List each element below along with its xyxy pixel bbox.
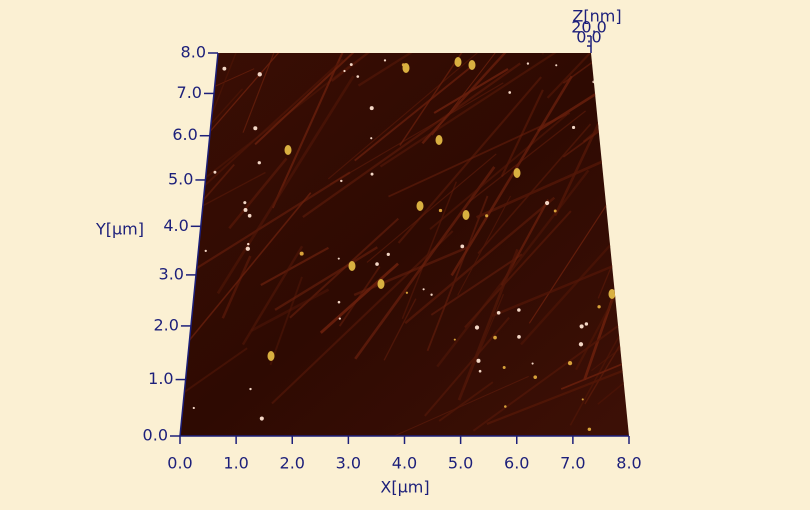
x-tick-label: 3.0: [336, 454, 361, 473]
y-tick-label: 6.0: [172, 125, 197, 144]
y-tick-label: 0.0: [143, 426, 168, 445]
y-tick-label: 4.0: [163, 216, 188, 235]
z-axis-label: Z[nm]: [572, 7, 621, 26]
x-axis-label: X[µm]: [380, 478, 429, 497]
surface-image: [180, 53, 629, 436]
y-tick-label: 5.0: [168, 169, 193, 188]
x-tick-label: 0.0: [167, 454, 192, 473]
x-tick-label: 2.0: [280, 454, 305, 473]
x-tick-label: 7.0: [560, 454, 585, 473]
z-tick-label: 20.0: [571, 18, 607, 37]
y-tick-label: 1.0: [148, 369, 173, 388]
y-tick-label: 8.0: [181, 43, 206, 62]
y-axis-label: Y[µm]: [95, 220, 144, 239]
y-tick-label: 7.0: [177, 83, 202, 102]
x-tick-label: 1.0: [223, 454, 248, 473]
x-tick-label: 4.0: [392, 454, 417, 473]
z-tick-label: 0.0: [576, 28, 601, 47]
y-tick-label: 3.0: [159, 264, 184, 283]
axis-line: [179, 52, 219, 437]
y-tick-label: 2.0: [153, 315, 178, 334]
x-tick-label: 5.0: [448, 454, 473, 473]
x-tick-label: 6.0: [504, 454, 529, 473]
x-tick-label: 8.0: [616, 454, 641, 473]
